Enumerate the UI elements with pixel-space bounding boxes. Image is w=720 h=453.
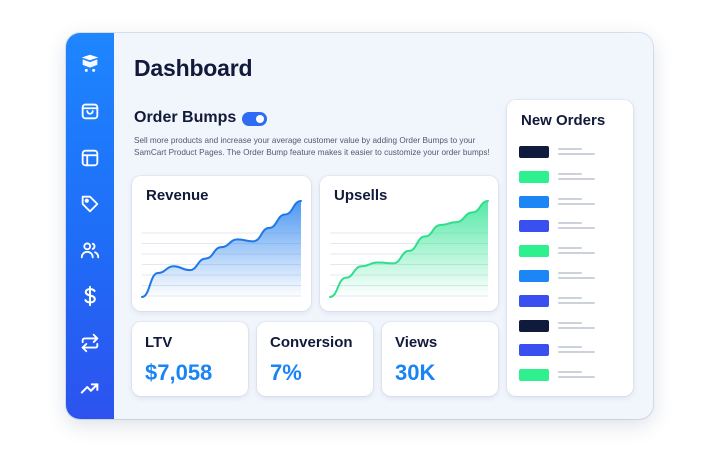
order-placeholder-line [558, 301, 595, 304]
repeat-icon[interactable] [78, 331, 102, 355]
order-placeholder-line [558, 321, 582, 324]
new-orders-title: New Orders [521, 112, 606, 129]
order-row[interactable] [519, 319, 629, 332]
order-placeholder-line [558, 296, 582, 299]
order-swatch [519, 319, 549, 332]
order-row[interactable] [519, 146, 629, 158]
revenue-title: Revenue [146, 187, 209, 204]
upsells-chart [329, 200, 489, 298]
revenue-area [142, 201, 301, 297]
order-swatch [519, 195, 549, 208]
upsells-title: Upsells [334, 187, 388, 204]
revenue-card[interactable]: Revenue [132, 176, 311, 311]
new-orders-panel: New Orders [507, 100, 633, 396]
order-placeholder-line [558, 346, 582, 349]
layout-icon[interactable] [78, 146, 102, 170]
order-placeholder-line [558, 272, 582, 274]
order-placeholder-line [558, 277, 595, 279]
order-swatch [519, 369, 549, 382]
order-bumps-toggle[interactable] [242, 112, 267, 126]
order-placeholder-line [558, 148, 582, 150]
order-swatch [519, 220, 549, 233]
stat-value: 30K [395, 360, 436, 385]
order-swatch [519, 270, 549, 282]
stat-value: $7,058 [145, 360, 213, 385]
revenue-line [141, 200, 302, 298]
toggle-knob [256, 115, 264, 123]
order-row[interactable] [519, 195, 629, 208]
order-placeholder-line [558, 371, 582, 374]
order-row[interactable] [519, 369, 629, 382]
order-row[interactable] [519, 344, 629, 357]
stat-value: 7% [270, 360, 302, 385]
shopping-bag-icon[interactable] [78, 99, 102, 123]
order-placeholder-line [558, 351, 595, 354]
order-placeholder-line [558, 172, 582, 175]
order-placeholder-line [558, 153, 595, 155]
order-swatch [519, 294, 549, 307]
order-row[interactable] [519, 245, 629, 258]
dashboard-window: Dashboard Order Bumps Sell more products… [66, 33, 653, 419]
stat-card-ltv[interactable]: LTV $7,058 [132, 322, 248, 396]
order-swatch [519, 146, 549, 158]
stat-label: LTV [145, 334, 173, 351]
users-icon[interactable] [78, 238, 102, 262]
order-bumps-description: Sell more products and increase your ave… [134, 136, 490, 157]
sidebar [66, 33, 114, 419]
order-placeholder-line [558, 177, 595, 180]
revenue-chart [141, 200, 302, 298]
upsells-area [330, 201, 488, 297]
page-title: Dashboard [134, 55, 253, 81]
order-row[interactable] [519, 270, 629, 282]
stat-card-views[interactable]: Views 30K [382, 322, 498, 396]
order-placeholder-line [558, 247, 582, 250]
order-placeholder-line [558, 326, 595, 329]
stat-card-conversion[interactable]: Conversion 7% [257, 322, 373, 396]
order-placeholder-line [558, 252, 595, 255]
dollar-icon[interactable] [78, 284, 102, 308]
tag-icon[interactable] [78, 192, 102, 216]
order-placeholder-line [558, 222, 582, 225]
order-swatch [519, 245, 549, 258]
order-placeholder-line [558, 227, 595, 230]
order-placeholder-line [558, 197, 582, 200]
upsells-line [329, 200, 489, 298]
order-row[interactable] [519, 170, 629, 183]
order-row[interactable] [519, 220, 629, 233]
order-bumps-title: Order Bumps [134, 109, 237, 126]
order-placeholder-line [558, 376, 595, 379]
cart-logo-icon[interactable] [78, 51, 102, 75]
order-row[interactable] [519, 294, 629, 307]
order-placeholder-line [558, 202, 595, 205]
order-swatch [519, 344, 549, 357]
upsells-card[interactable]: Upsells [320, 176, 498, 311]
order-swatch [519, 170, 549, 183]
trending-up-icon[interactable] [78, 376, 102, 400]
stat-label: Views [395, 334, 438, 351]
stat-label: Conversion [270, 334, 353, 351]
